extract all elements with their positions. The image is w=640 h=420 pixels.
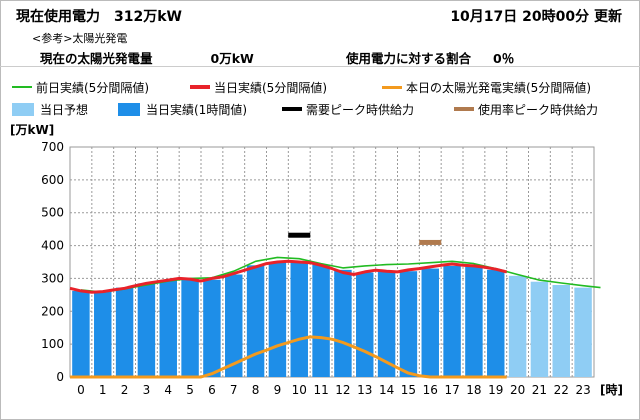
x-tick-label: 21	[532, 383, 547, 397]
chart-legend: 前日実績(5分間隔値) 当日実績(5分間隔値) 本日の太陽光発電実績(5分間隔値…	[0, 78, 640, 122]
bar	[72, 290, 90, 377]
legend-item-usage-peak: 使用率ピーク時供給力	[454, 100, 598, 118]
x-tick-label: 17	[444, 383, 459, 397]
bar	[552, 285, 570, 377]
bar	[487, 269, 505, 377]
series-line	[70, 335, 507, 379]
y-tick-label: 600	[41, 173, 64, 187]
y-axis-label: [万kW]	[10, 123, 54, 137]
bar	[312, 264, 330, 377]
y-tick-label: 500	[41, 206, 64, 220]
x-tick-label: 20	[510, 383, 525, 397]
x-tick-label: 11	[313, 383, 328, 397]
ratio-value: 0％	[493, 51, 515, 66]
legend-swatch-today-hourly	[118, 102, 140, 116]
x-tick-label: 3	[143, 383, 151, 397]
legend-label-today-hourly: 当日実績(1時間値)	[146, 102, 247, 117]
legend-swatch-forecast	[12, 102, 34, 116]
x-tick-label: 10	[292, 383, 307, 397]
solar-label: 現在の太陽光発電量	[40, 51, 153, 66]
bar	[508, 275, 527, 377]
x-tick-label: 23	[575, 383, 590, 397]
bar	[399, 271, 418, 377]
x-tick-label: 4	[164, 383, 172, 397]
legend-item-solar: 本日の太陽光発電実績(5分間隔値)	[382, 78, 591, 96]
legend-label-demand-peak: 需要ピーク時供給力	[306, 102, 415, 117]
update-timestamp: 10月17日 20時00分 更新	[450, 9, 622, 25]
x-tick-label: 9	[274, 383, 282, 397]
reference-note: <参考>太陽光発電	[32, 32, 128, 45]
legend-swatch-prev-day	[12, 86, 32, 88]
legend-label-today-5min: 当日実績(5分間隔値)	[214, 80, 327, 95]
x-tick-label: 5	[186, 383, 194, 397]
x-tick-label: 2	[121, 383, 129, 397]
legend-swatch-today-5min	[190, 85, 210, 89]
ratio-label: 使用電力に対する割合	[346, 51, 472, 66]
legend-swatch-solar	[382, 85, 402, 89]
current-usage-title: 現在使用電力 312万kW	[16, 6, 182, 26]
solar-generation: 現在の太陽光発電量 0万kW	[40, 48, 254, 67]
legend-item-today-5min: 当日実績(5分間隔値)	[190, 78, 327, 96]
bar	[530, 281, 549, 377]
bar	[137, 283, 156, 377]
bar	[465, 266, 483, 377]
legend-item-prev-day: 前日実績(5分間隔値)	[12, 78, 149, 96]
x-tick-label: 8	[252, 383, 260, 397]
x-tick-label: 15	[401, 383, 416, 397]
legend-item-forecast: 当日予想	[12, 100, 88, 118]
x-tick-label: 7	[230, 383, 238, 397]
x-tick-label: 13	[357, 383, 372, 397]
bar	[574, 287, 592, 377]
bar	[246, 265, 265, 377]
header: 現在使用電力 312万kW 10月17日 20時00分 更新 <参考>太陽光発電 …	[0, 0, 640, 66]
bar	[225, 274, 243, 377]
bar	[334, 269, 352, 377]
x-tick-label: 16	[423, 383, 438, 397]
solar-ratio: 使用電力に対する割合 0％	[346, 48, 514, 67]
x-tick-label: 1	[99, 383, 107, 397]
bar	[356, 272, 374, 377]
bar	[203, 279, 221, 377]
current-usage-value: 312万kW	[114, 9, 182, 25]
current-usage-label: 現在使用電力	[16, 9, 100, 25]
legend-item-demand-peak: 需要ピーク時供給力	[282, 100, 414, 118]
x-tick-label: 14	[379, 383, 394, 397]
solar-value: 0万kW	[210, 51, 254, 66]
legend-swatch-demand-peak	[282, 107, 302, 111]
peak-marker	[419, 239, 442, 245]
bar	[268, 262, 287, 377]
x-tick-label: 0	[77, 383, 85, 397]
bar	[421, 268, 439, 377]
x-tick-label: 18	[466, 383, 481, 397]
legend-label-forecast: 当日予想	[40, 102, 89, 117]
y-tick-label: 700	[41, 140, 64, 154]
y-tick-label: 100	[41, 337, 64, 351]
y-tick-label: 200	[41, 304, 64, 318]
peak-marker	[288, 232, 311, 238]
bar	[115, 287, 134, 377]
series-line	[69, 259, 508, 294]
x-axis-label: [時]	[600, 382, 623, 397]
header-divider	[0, 66, 640, 67]
x-tick-label: 19	[488, 383, 503, 397]
bar	[159, 280, 177, 377]
y-tick-label: 300	[41, 271, 64, 285]
bar	[377, 271, 396, 377]
y-tick-label: 400	[41, 239, 64, 253]
x-tick-label: 22	[554, 383, 569, 397]
legend-item-today-hourly: 当日実績(1時間値)	[118, 100, 247, 118]
legend-swatch-usage-peak	[454, 107, 474, 111]
x-tick-label: 6	[208, 383, 216, 397]
bar	[290, 262, 308, 377]
legend-label-prev-day: 前日実績(5分間隔値)	[36, 80, 149, 95]
bar	[443, 265, 461, 377]
legend-label-usage-peak: 使用率ピーク時供給力	[478, 102, 599, 117]
bar	[94, 290, 112, 377]
bar	[181, 279, 199, 377]
y-tick-label: 0	[56, 370, 64, 384]
legend-label-solar: 本日の太陽光発電実績(5分間隔値)	[406, 80, 591, 95]
x-tick-label: 12	[335, 383, 350, 397]
